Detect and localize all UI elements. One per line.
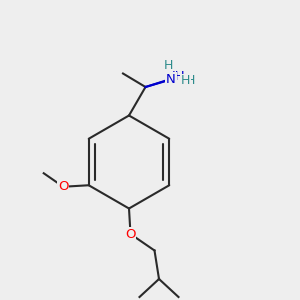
Text: N: N <box>166 73 176 86</box>
Text: O: O <box>125 227 136 241</box>
Text: H: H <box>186 74 195 88</box>
Text: H: H <box>163 58 173 72</box>
Text: O: O <box>58 180 68 193</box>
Text: NH: NH <box>166 70 185 83</box>
Text: H: H <box>181 74 190 88</box>
